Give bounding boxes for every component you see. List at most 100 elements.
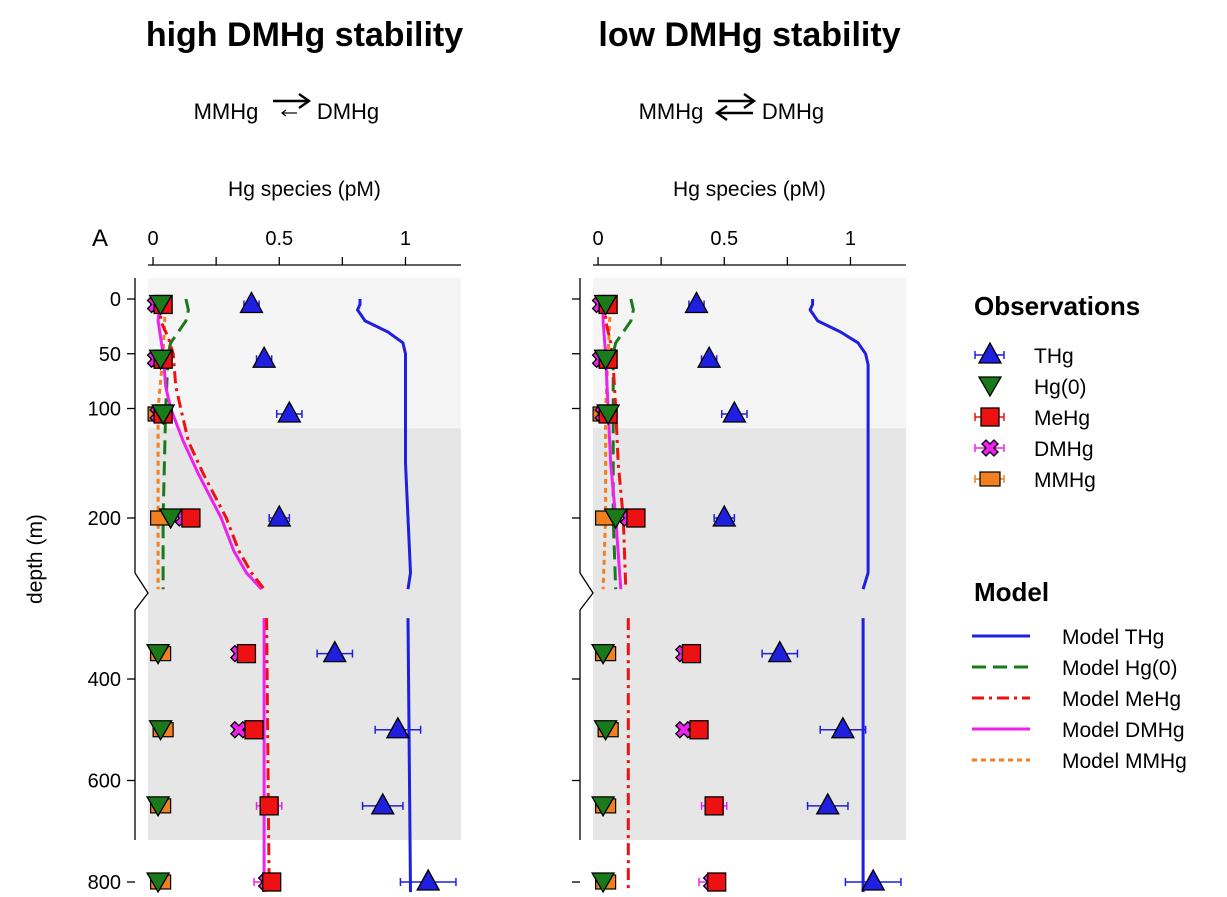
reverse-arrowhead <box>714 105 728 121</box>
y-tick-label: 0 <box>110 289 121 311</box>
model-mehg-line <box>604 298 628 590</box>
y-tick-label: 50 <box>99 344 121 366</box>
mehg-point <box>262 872 282 892</box>
legend-label: MeHg <box>1034 407 1090 430</box>
legend-item-mmhg: MMHg <box>974 469 1096 492</box>
legend-item-model-dmhg: Model DMHg <box>972 719 1185 742</box>
hg0-point <box>590 872 616 894</box>
mehg-point <box>689 720 709 740</box>
hg0-point <box>158 508 183 530</box>
legend-label: MMHg <box>1034 469 1096 492</box>
legend: Observations THg Hg(0) MeHg DMHg MMHg Model Mod… <box>972 291 1187 773</box>
reaction-right-label: DMHg <box>762 99 824 124</box>
legend-item-model-mmhg: Model MMHg <box>972 750 1187 773</box>
mehg-point <box>181 508 201 528</box>
x-tick-label: 0 <box>147 228 158 250</box>
panel-title: low DMHg stability <box>598 16 900 54</box>
mehg-point <box>236 643 257 664</box>
hg0-point <box>148 720 173 742</box>
reverse-arrowhead <box>281 109 287 117</box>
hg0-point <box>148 294 173 316</box>
thg-point <box>277 400 302 423</box>
legend-marker <box>979 471 1001 487</box>
thg-point <box>239 291 264 314</box>
mehg-point <box>626 508 646 528</box>
thg-point <box>815 792 840 815</box>
hg0-point <box>593 720 618 742</box>
axis-break-mark <box>579 572 594 611</box>
hg0-point <box>151 404 176 426</box>
model-hg0-line <box>611 298 635 590</box>
x-tick-label: 0 <box>592 228 603 250</box>
hg0-point <box>145 643 171 665</box>
hg0-point <box>593 294 618 316</box>
mehg-point <box>244 720 264 740</box>
y-tick-label: 800 <box>88 872 121 894</box>
thg-point <box>830 716 855 739</box>
thg-point <box>767 640 792 663</box>
model-mehg-line <box>265 618 271 893</box>
mehg-point <box>704 796 724 816</box>
model-dmhg-line <box>156 298 263 591</box>
lower-layer-shading <box>593 428 906 840</box>
hg0-point <box>145 796 171 818</box>
thg-point <box>322 640 347 663</box>
model-mehg-line <box>159 298 266 591</box>
hg0-point <box>145 872 171 894</box>
model-thg-line <box>808 299 870 590</box>
legend-item-hg0: Hg(0) <box>977 376 1087 399</box>
model-thg-line <box>356 299 412 590</box>
thg-point <box>385 716 410 739</box>
model-hg0-line <box>161 298 190 590</box>
legend-item-model-mehg: Model MeHg <box>972 688 1181 711</box>
mehg-point <box>259 796 279 816</box>
legend-label: Model THg <box>1062 626 1164 649</box>
x-tick-label: 1 <box>400 228 411 250</box>
axis-break-mark <box>134 572 149 611</box>
reaction-right-label: DMHg <box>317 99 379 124</box>
legend-marker <box>977 341 1003 364</box>
thg-point <box>267 504 292 527</box>
panel-2: low DMHg stability MMHg DMHg Hg species (pM… <box>572 16 906 894</box>
thg-point <box>722 400 747 423</box>
mehg-point <box>707 872 727 892</box>
hg0-point <box>603 508 628 530</box>
legend-item-dmhg: DMHg <box>974 438 1094 461</box>
y-tick-label: 600 <box>88 771 121 793</box>
observations-legend-title: Observations <box>974 291 1140 321</box>
thg-point <box>252 345 277 368</box>
thg-point <box>416 868 441 891</box>
reaction-left-label: MMHg <box>194 99 259 124</box>
x-axis-label: Hg species (pM) <box>228 178 381 201</box>
hg0-point <box>590 796 616 818</box>
thg-point <box>697 345 722 368</box>
y-tick-label: 200 <box>88 508 121 530</box>
upper-layer-shading <box>593 278 906 429</box>
forward-arrowhead <box>298 93 312 109</box>
hg0-point <box>590 643 616 665</box>
legend-marker <box>980 407 1000 427</box>
model-thg-line <box>406 618 412 893</box>
forward-arrowhead <box>743 93 757 109</box>
x-tick-label: 1 <box>845 228 856 250</box>
hg0-point <box>596 404 621 426</box>
reaction-left-label: MMHg <box>639 99 704 124</box>
hg0-point <box>593 349 618 371</box>
thg-point <box>684 291 709 314</box>
legend-label: Model MMHg <box>1062 750 1187 773</box>
panel-title: high DMHg stability <box>146 16 463 54</box>
legend-label: Hg(0) <box>1034 376 1087 399</box>
legend-marker <box>977 376 1003 398</box>
legend-item-model-hg0: Model Hg(0) <box>972 657 1178 680</box>
hg0-point <box>148 349 173 371</box>
upper-layer-shading <box>148 278 461 429</box>
legend-label: Model DMHg <box>1062 719 1185 742</box>
x-tick-label: 0.5 <box>265 228 293 250</box>
panel-label: A <box>92 225 108 252</box>
legend-label: DMHg <box>1034 438 1094 461</box>
model-legend-title: Model <box>974 577 1049 607</box>
legend-label: Model MeHg <box>1062 688 1181 711</box>
x-axis-label: Hg species (pM) <box>673 178 826 201</box>
x-tick-label: 0.5 <box>710 228 738 250</box>
